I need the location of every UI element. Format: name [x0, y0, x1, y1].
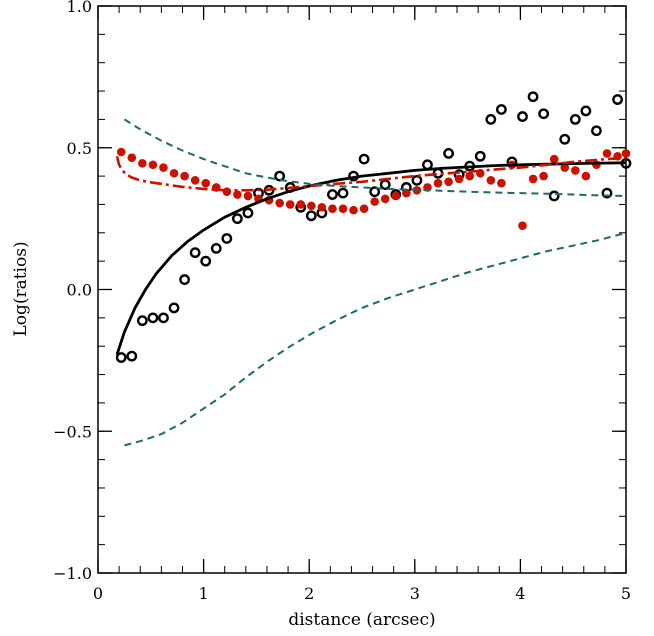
filled-circle-point — [549, 154, 559, 164]
filled-circle-point — [285, 200, 295, 209]
open-circle-point — [189, 247, 201, 259]
x-tick-label: 1 — [199, 584, 209, 603]
y-tick-label: 0.5 — [67, 139, 92, 158]
filled-circle-point — [222, 187, 232, 196]
x-axis-title: distance (arcsec) — [288, 610, 435, 630]
filled-circle-point — [275, 198, 284, 208]
open-circle-point — [115, 352, 127, 363]
x-tick-label: 0 — [93, 584, 103, 603]
filled-circle-point — [296, 200, 306, 209]
filled-circle-point — [338, 204, 348, 214]
filled-circle-point — [380, 194, 390, 204]
open-circle-point — [231, 213, 243, 225]
x-tick-label: 4 — [515, 584, 525, 603]
open-circle-point — [305, 210, 317, 222]
filled-circle-point — [433, 178, 443, 188]
filled-circle-point — [116, 147, 126, 157]
filled-circle-point — [465, 171, 475, 181]
open-circle-point — [580, 105, 592, 117]
open-circle-point — [242, 207, 254, 219]
filled-circle-point — [148, 160, 158, 170]
tick-labels: 0 1 2 3 4 5 −1.0 −0.5 0.0 0.5 1.0 — [53, 0, 631, 603]
filled-circle-point — [370, 197, 379, 206]
open-circle-point — [601, 187, 613, 199]
dashed-envelope-line — [124, 231, 627, 447]
open-circle-point — [443, 148, 454, 159]
filled-circle-point — [328, 204, 337, 214]
plot-frame — [97, 5, 627, 574]
open-circle-point — [474, 150, 486, 162]
filled-circle-point — [602, 149, 612, 158]
open-circle-point — [327, 189, 338, 200]
open-circle-point — [200, 255, 212, 267]
filled-circle-point — [528, 174, 538, 184]
open-circle-point — [485, 114, 497, 125]
solid-fit-line — [115, 161, 627, 356]
plot-area — [97, 5, 627, 574]
series-layer — [115, 91, 632, 447]
filled-circle-point — [560, 163, 570, 172]
filled-circle-point — [190, 176, 200, 185]
filled-circle-point — [518, 221, 527, 231]
filled-circle-point — [391, 191, 401, 201]
filled-circle-point — [307, 201, 316, 211]
open-circle-point — [179, 274, 190, 285]
open-circle-point — [358, 153, 370, 165]
filled-circle-point — [127, 153, 137, 162]
y-tick-label: −0.5 — [53, 422, 92, 441]
open-circle-point — [591, 125, 602, 137]
open-circle-point — [559, 133, 571, 145]
filled-circle-point — [349, 205, 358, 215]
filled-circle-point — [159, 163, 168, 172]
open-circle-point — [147, 312, 159, 324]
open-circle-point — [517, 111, 528, 122]
open-circle-point — [422, 159, 433, 171]
open-circle-point — [126, 350, 138, 362]
open-circle-point — [612, 94, 623, 105]
open-circle-point — [569, 114, 581, 125]
filled-circle-point — [138, 159, 147, 168]
dashed-envelope-line — [123, 118, 627, 197]
y-tick-label: −1.0 — [53, 564, 92, 583]
open-circle-point — [337, 187, 349, 199]
x-tick-label: 2 — [304, 584, 314, 603]
filled-circle-point — [317, 202, 327, 212]
open-circle-point — [210, 242, 222, 254]
filled-circle-point — [402, 188, 411, 198]
open-circle-point — [369, 186, 381, 198]
open-circle-point — [158, 312, 169, 324]
y-axis-title: Log(ratios) — [11, 241, 31, 336]
open-circle-point — [527, 91, 539, 103]
open-circle-point — [221, 233, 233, 244]
filled-circle-point — [233, 190, 242, 199]
filled-circle-point — [201, 178, 211, 188]
filled-circle-point — [454, 174, 464, 184]
filled-circle-point — [539, 171, 548, 181]
open-circle-point — [379, 179, 391, 191]
filled-circle-point — [243, 191, 253, 201]
x-tick-label: 5 — [621, 584, 631, 603]
filled-circle-point — [486, 176, 496, 185]
filled-circle-point — [180, 171, 189, 181]
filled-circle-point — [359, 204, 369, 214]
open-circle-point — [274, 170, 286, 182]
filled-circle-point — [621, 149, 631, 158]
open-circle-point — [136, 315, 148, 327]
filled-circle-point — [571, 166, 580, 175]
filled-circle-point — [497, 178, 506, 188]
filled-circle-point — [169, 168, 179, 178]
y-tick-label: 0.0 — [67, 281, 92, 300]
filled-circle-point — [444, 177, 453, 187]
open-circle-point — [495, 104, 507, 115]
open-circle-point — [538, 108, 550, 120]
filled-circle-point — [581, 171, 591, 181]
open-circle-point — [411, 174, 423, 186]
axis-ticks — [97, 5, 627, 574]
y-tick-label: 1.0 — [67, 0, 92, 16]
open-circle-point — [168, 302, 180, 314]
x-tick-label: 3 — [410, 584, 420, 603]
dash-dot-fit-line — [115, 155, 627, 192]
open-circle-point — [548, 190, 560, 202]
